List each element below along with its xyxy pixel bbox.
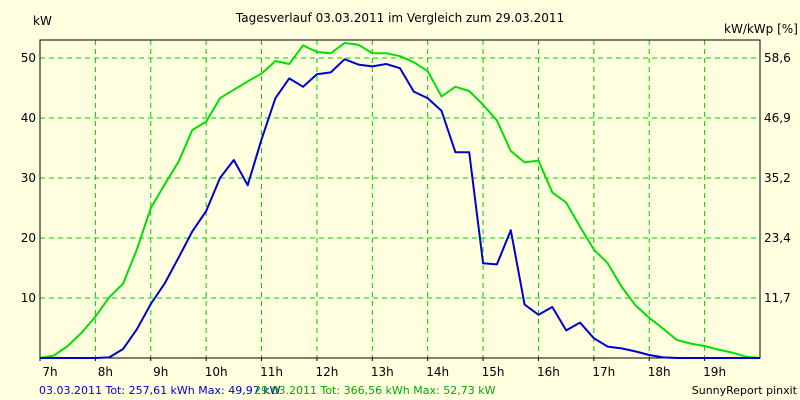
plot-frame [39,39,761,359]
tick-labels: 7h 8h 9h 10h 11h 12h 13h 14h 15h 16h 17h 18h 19h 10 11… [21,51,791,379]
x-tick-label: 8h [98,365,113,379]
series-line-29-03-2011 [39,42,761,359]
chart-title: Tagesverlauf 03.03.2011 im Vergleich zum… [235,11,564,25]
x-tick-label: 14h [426,365,449,379]
y-tick-label-right: 46,9 [764,111,791,125]
x-tick-label: 9h [153,365,168,379]
x-tick-label: 16h [537,365,560,379]
x-tick-label: 19h [703,365,726,379]
x-tick-label: 17h [592,365,615,379]
footer-brand: SunnyReport pinxit [692,384,798,397]
y-axis-label-right: kW/kWp [%] [724,22,798,36]
x-tick-label: 13h [371,365,394,379]
footer-series-blue: 03.03.2011 Tot: 257,61 kWh Max: 49,97 kW [39,384,281,397]
y-tick-label-right: 23,4 [764,231,791,245]
series-line-03-03-2011 [40,58,760,359]
y-tick-label-left: 40 [21,111,36,125]
x-tick-label: 7h [42,365,57,379]
y-tick-label-right: 58,6 [764,51,791,65]
x-tick-label: 11h [260,365,283,379]
series-layer [39,42,761,359]
y-tick-label-left: 30 [21,171,36,185]
y-axis-label-left: kW [33,14,52,28]
x-tick-label: 15h [482,365,505,379]
y-tick-label-left: 50 [21,51,36,65]
y-tick-label-left: 10 [21,291,36,305]
y-tick-label-left: 20 [21,231,36,245]
grid-lines [40,40,760,358]
x-tick-label: 18h [648,365,671,379]
y-tick-label-right: 11,7 [764,291,791,305]
y-tick-label-right: 35,2 [764,171,791,185]
x-tick-label: 10h [205,365,228,379]
x-tick-label: 12h [315,365,338,379]
footer-series-green: 29.03.2011 Tot: 366,56 kWh Max: 52,73 kW [254,384,496,397]
